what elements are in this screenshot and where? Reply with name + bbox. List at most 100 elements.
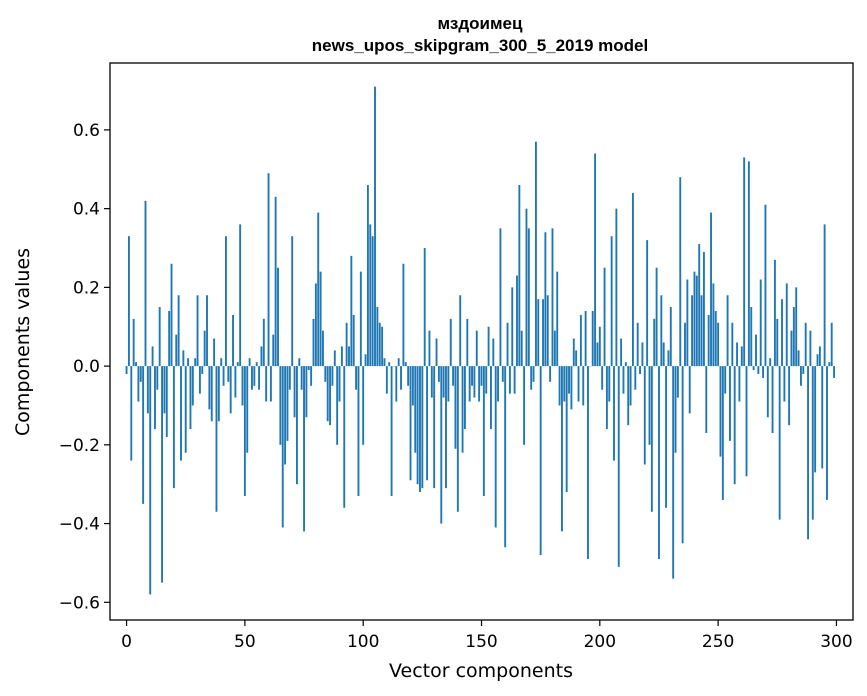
bar — [788, 366, 791, 426]
bar — [177, 295, 180, 367]
bar — [802, 366, 805, 374]
bar — [568, 366, 570, 394]
bar — [461, 366, 464, 453]
bar — [603, 267, 606, 367]
bar — [168, 310, 171, 367]
bar — [527, 228, 530, 367]
x-tick-label: 0 — [121, 632, 132, 652]
bar — [733, 366, 736, 485]
bar — [142, 366, 145, 504]
bar — [617, 366, 620, 567]
bar — [783, 366, 786, 402]
bar — [700, 295, 703, 367]
bar — [712, 283, 715, 367]
bar — [485, 366, 488, 394]
bar — [781, 299, 783, 367]
bar — [329, 366, 331, 426]
bar — [572, 338, 575, 367]
bar — [437, 366, 440, 382]
bar — [362, 366, 365, 445]
bar — [397, 358, 400, 367]
bar — [357, 366, 360, 496]
bar — [459, 295, 462, 367]
bar — [750, 307, 753, 367]
bar — [639, 366, 641, 374]
bar — [284, 366, 287, 465]
bar — [594, 153, 597, 367]
bar — [473, 366, 476, 398]
bar — [471, 366, 473, 386]
bar — [333, 350, 336, 367]
x-tick-label: 250 — [702, 632, 734, 652]
bar — [463, 366, 466, 430]
bar — [251, 366, 253, 390]
bar — [816, 354, 819, 367]
bar — [615, 208, 618, 367]
bar — [745, 366, 748, 477]
bar — [210, 366, 213, 422]
bar — [433, 366, 436, 489]
bar — [281, 366, 284, 528]
bar — [201, 366, 204, 374]
bar — [534, 141, 537, 367]
bar — [305, 366, 308, 418]
bar — [374, 86, 376, 367]
bar — [336, 366, 339, 445]
bar — [430, 366, 433, 398]
bar — [234, 366, 237, 398]
bar — [376, 307, 379, 367]
bar — [452, 366, 455, 386]
bar — [191, 366, 194, 406]
bar — [262, 318, 265, 367]
bar — [239, 224, 242, 367]
bar — [792, 307, 795, 367]
x-tick-label: 50 — [234, 632, 256, 652]
bar — [771, 366, 774, 434]
bar — [163, 366, 166, 414]
bar — [487, 326, 490, 367]
bar — [762, 366, 765, 378]
bar — [426, 366, 429, 481]
bar — [175, 334, 178, 367]
bar — [506, 322, 509, 367]
bar — [587, 366, 589, 559]
bar — [151, 346, 154, 367]
bar — [769, 358, 772, 367]
bar — [624, 362, 627, 367]
bar — [736, 342, 738, 367]
bar — [679, 177, 682, 367]
bar — [227, 366, 230, 382]
bar-series — [125, 86, 836, 595]
bar — [229, 366, 232, 414]
bar — [132, 318, 135, 367]
bar — [291, 236, 294, 367]
bar — [804, 322, 807, 367]
bar — [702, 251, 705, 367]
bar — [324, 366, 327, 382]
bar — [695, 275, 698, 367]
bar — [629, 366, 632, 406]
bar — [826, 366, 828, 500]
bar — [643, 366, 646, 465]
bar — [544, 232, 547, 367]
bar — [203, 330, 206, 367]
bar — [634, 366, 637, 390]
bar — [139, 366, 142, 382]
bar — [582, 366, 585, 406]
bar — [823, 224, 826, 367]
bar — [508, 366, 511, 394]
bar — [551, 228, 554, 367]
y-axis-ticks: −0.6 −0.4 −0.2 0.0 0.2 0.4 0.6 — [59, 121, 110, 613]
bar — [222, 366, 225, 386]
x-tick-label: 300 — [820, 632, 852, 652]
bar — [681, 366, 684, 544]
bar — [811, 366, 814, 520]
bar — [215, 366, 218, 512]
x-axis-ticks: 0 50 100 150 200 250 300 — [121, 620, 853, 652]
chart-title-line1: мздоимец — [438, 14, 523, 33]
bar — [170, 263, 173, 367]
bar — [144, 200, 147, 367]
bar — [371, 236, 374, 367]
bar — [537, 299, 540, 367]
bar — [258, 366, 261, 390]
